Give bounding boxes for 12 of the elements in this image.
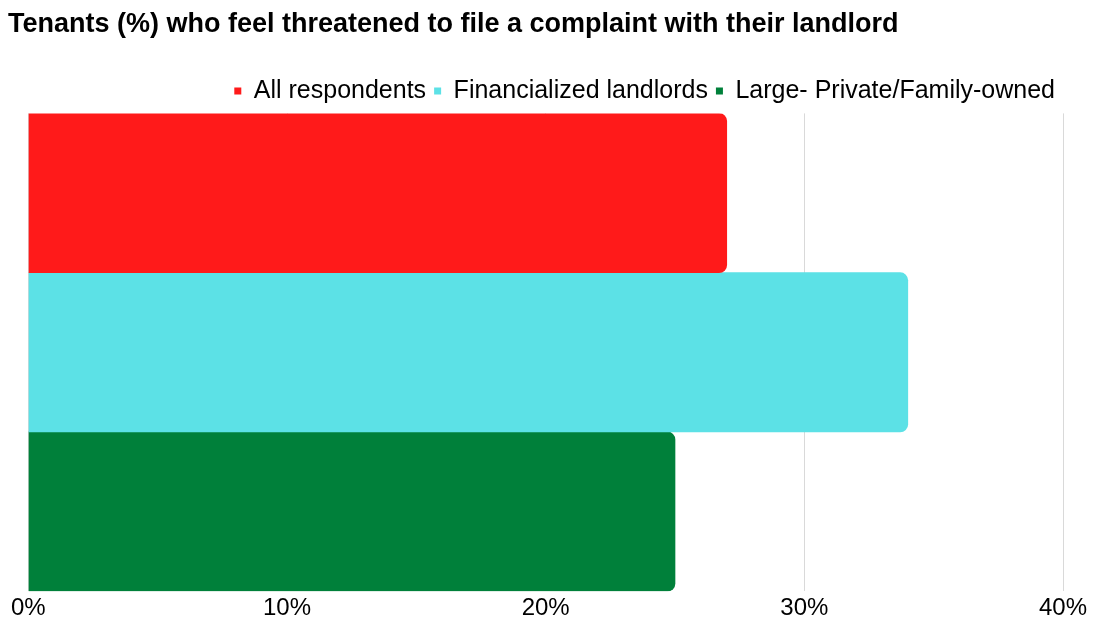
legend-label: Large- Private/Family-owned: [735, 74, 1056, 103]
x-tick-label: 20%: [521, 593, 570, 621]
x-tick-label: 10%: [262, 593, 312, 621]
legend-label: All respondents: [253, 74, 427, 103]
x-tick-label: 0%: [11, 593, 46, 621]
legend-label: Financialized landlords: [453, 74, 708, 103]
x-tick-label: 40%: [1038, 593, 1088, 621]
bar: [28, 113, 728, 273]
bar: [28, 272, 909, 433]
chart-title: Tenants (%) who feel threatened to file a complaint with their landlord: [8, 7, 899, 38]
bar: [28, 431, 676, 592]
x-tick-label: 30%: [780, 593, 829, 621]
